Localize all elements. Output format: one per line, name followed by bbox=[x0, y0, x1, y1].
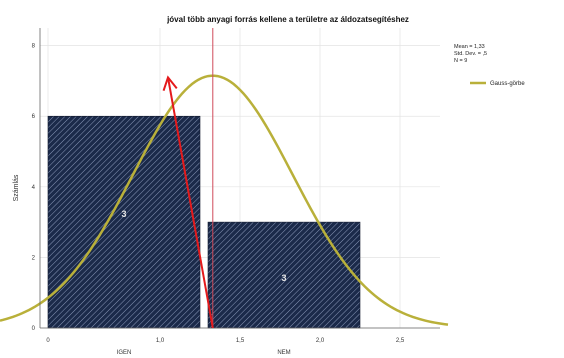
y-axis-label: Számlás bbox=[13, 174, 20, 201]
x-category-label: NEM bbox=[277, 350, 290, 356]
annotation-arrow-shaft bbox=[167, 77, 214, 329]
bar-value-label: 3 bbox=[121, 209, 126, 219]
x-tick-label: 2,5 bbox=[396, 338, 405, 344]
stats-line: Mean = 1,33 bbox=[454, 44, 485, 50]
normal-curve-group bbox=[0, 28, 449, 328]
x-tick-label: 1,0 bbox=[156, 338, 165, 344]
stats-line: N = 9 bbox=[454, 58, 467, 64]
bar-value-label: 3 bbox=[281, 273, 286, 283]
ticks: 0 2 4 6 8 0 1,0 1,5 2,0 2,5 IGEN NEM bbox=[32, 44, 405, 356]
y-tick-label: 0 bbox=[32, 326, 36, 332]
bar-nem bbox=[207, 221, 361, 329]
legend-label: Gauss-görbe bbox=[490, 81, 525, 87]
bar-igen bbox=[47, 115, 201, 329]
y-tick-label: 2 bbox=[32, 255, 36, 261]
x-tick-label: 0 bbox=[46, 338, 50, 344]
normal-curve bbox=[0, 74, 449, 326]
annotation bbox=[162, 75, 214, 329]
y-tick-label: 8 bbox=[32, 44, 36, 50]
y-tick-label: 4 bbox=[32, 185, 36, 191]
axes bbox=[39, 28, 440, 329]
x-tick-label: 1,5 bbox=[236, 338, 245, 344]
annotation-arrow-head bbox=[162, 75, 178, 92]
bars: 33 bbox=[47, 115, 361, 329]
x-tick-label: 2,0 bbox=[316, 338, 325, 344]
chart-title: jóval több anyagi forrás kellene a terül… bbox=[166, 15, 409, 24]
legend: Gauss-görbe bbox=[470, 81, 525, 87]
stats-line: Std. Dev. = ,5 bbox=[454, 51, 487, 57]
y-tick-label: 6 bbox=[32, 114, 36, 120]
x-category-label: IGEN bbox=[117, 350, 132, 356]
